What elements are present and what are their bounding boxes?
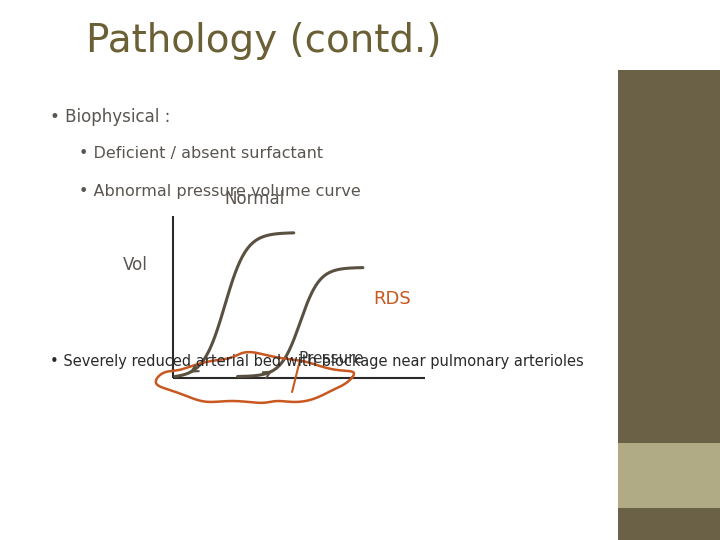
Text: Vol: Vol [122,255,148,274]
Text: • Deficient / absent surfactant: • Deficient / absent surfactant [79,146,323,161]
Text: • Biophysical :: • Biophysical : [50,108,171,126]
Text: Pressure: Pressure [298,351,364,366]
Bar [618,70,720,470]
Bar [618,508,720,540]
Text: • Severely reduced arterial bed with blockage near pulmonary arterioles: • Severely reduced arterial bed with blo… [50,354,584,369]
Text: • Abnormal pressure volume curve: • Abnormal pressure volume curve [79,184,361,199]
Bar [618,443,720,513]
Text: RDS: RDS [374,291,411,308]
Text: Normal: Normal [225,190,285,208]
Text: Pathology (contd.): Pathology (contd.) [86,22,442,59]
